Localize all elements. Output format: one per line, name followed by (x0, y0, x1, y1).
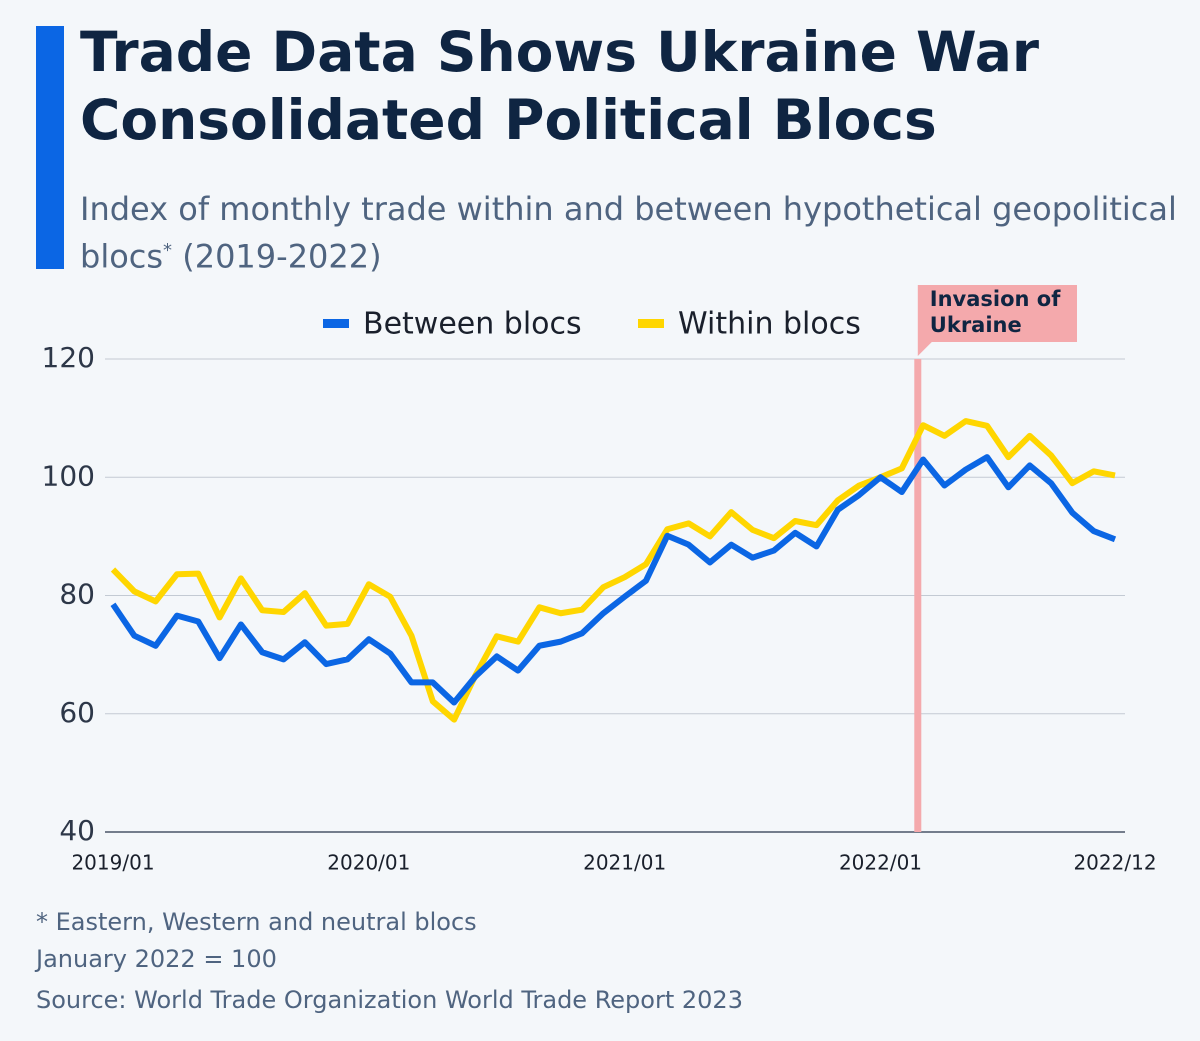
x-tick-label: 2020/01 (327, 851, 410, 875)
series-line (110, 454, 1117, 706)
x-tick-label: 2022/01 (839, 851, 922, 875)
legend-label: Between blocs (363, 307, 582, 342)
source: Source: World Trade Organization World T… (36, 986, 743, 1014)
x-tick-label: 2021/01 (583, 851, 666, 875)
y-tick-label: 60 (59, 696, 95, 729)
annotation-line: Ukraine (930, 313, 1022, 337)
chart-subtitle: Index of monthly trade within and betwee… (80, 188, 1180, 278)
footnote: * Eastern, Western and neutral blocs (36, 908, 477, 936)
x-tick-label: 2022/12 (1073, 851, 1156, 875)
y-tick-label: 40 (59, 814, 95, 847)
annotation-line: Invasion of (930, 287, 1061, 311)
legend-swatch (638, 319, 664, 328)
y-tick-label: 100 (42, 459, 95, 492)
subtitle-period: (2019-2022) (182, 237, 382, 276)
legend-swatch (323, 319, 349, 328)
subtitle-text: Index of monthly trade within and betwee… (80, 190, 1177, 276)
series-line (110, 418, 1116, 723)
subtitle-mark: * (163, 240, 173, 261)
footnote: January 2022 = 100 (36, 945, 277, 973)
y-tick-label: 120 (42, 341, 95, 374)
accent-bar (36, 26, 64, 269)
y-tick-label: 80 (59, 578, 95, 611)
annotation: Invasion of Ukraine (930, 287, 1061, 337)
event-line (914, 359, 922, 832)
legend-label: Within blocs (678, 307, 861, 342)
annotation-box (917, 285, 1077, 356)
x-tick-label: 2019/01 (71, 851, 154, 875)
chart-title: Trade Data Shows Ukraine War Consolidate… (80, 20, 1039, 152)
